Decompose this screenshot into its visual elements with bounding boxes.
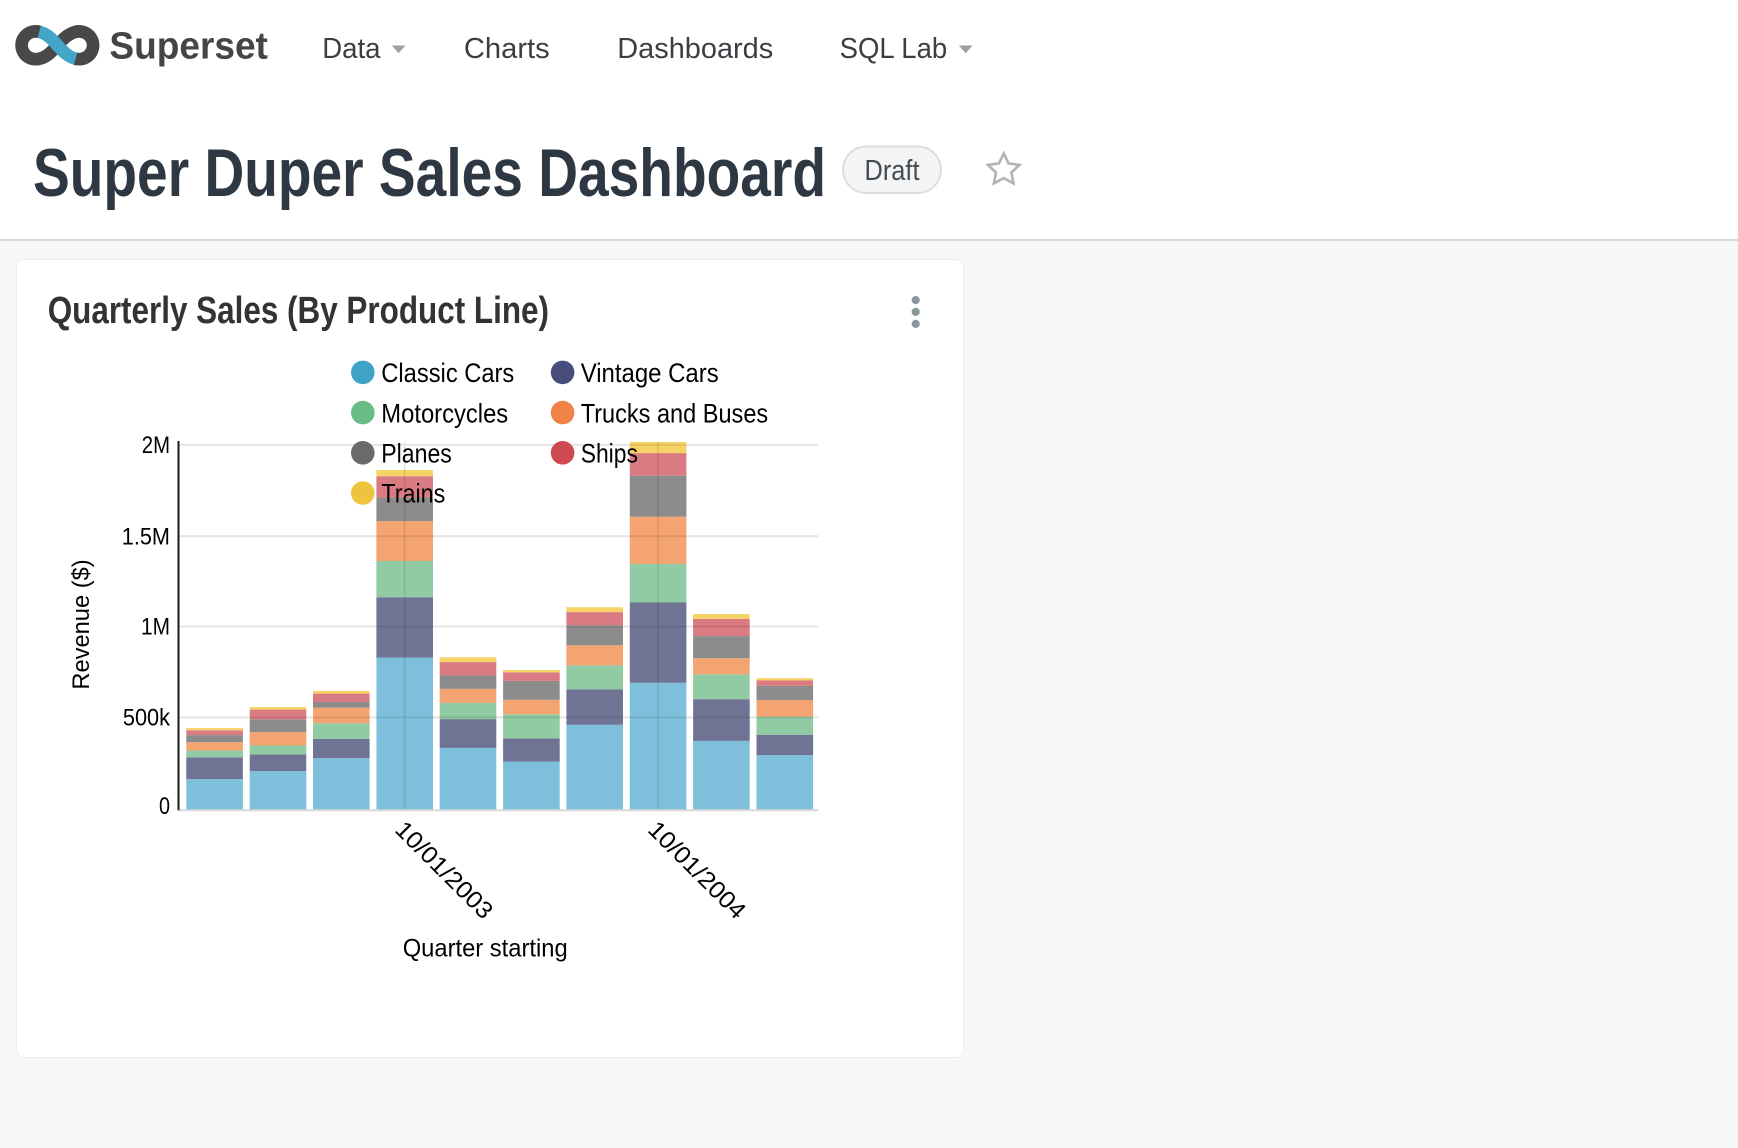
svg-text:SQL Lab: SQL Lab [840, 33, 948, 65]
svg-text:Revenue ($): Revenue ($) [68, 559, 95, 689]
svg-text:Charts: Charts [464, 33, 550, 65]
svg-text:500k: 500k [123, 705, 171, 732]
svg-text:1.5M: 1.5M [122, 524, 170, 551]
svg-text:0: 0 [159, 793, 170, 820]
svg-text:2M: 2M [142, 432, 170, 459]
svg-text:Dashboards: Dashboards [617, 33, 773, 65]
svg-text:Trains: Trains [381, 479, 445, 509]
svg-text:10/01/2003: 10/01/2003 [389, 816, 498, 925]
svg-text:Quarter starting: Quarter starting [403, 934, 568, 962]
svg-text:Super Duper Sales Dashboard: Super Duper Sales Dashboard [33, 135, 826, 211]
svg-text:Quarterly Sales (By Product Li: Quarterly Sales (By Product Line) [48, 290, 549, 332]
svg-text:10/01/2004: 10/01/2004 [642, 816, 751, 925]
svg-text:Classic Cars: Classic Cars [381, 358, 514, 388]
svg-text:Draft: Draft [865, 155, 920, 187]
svg-text:Superset: Superset [109, 26, 268, 68]
svg-text:Trucks and Buses: Trucks and Buses [581, 398, 769, 428]
svg-text:Vintage Cars: Vintage Cars [581, 358, 719, 388]
svg-text:Data: Data [322, 33, 381, 65]
svg-text:Planes: Planes [381, 439, 452, 469]
svg-text:Motorcycles: Motorcycles [381, 398, 508, 428]
svg-text:1M: 1M [141, 614, 170, 641]
svg-text:Ships: Ships [581, 439, 638, 469]
